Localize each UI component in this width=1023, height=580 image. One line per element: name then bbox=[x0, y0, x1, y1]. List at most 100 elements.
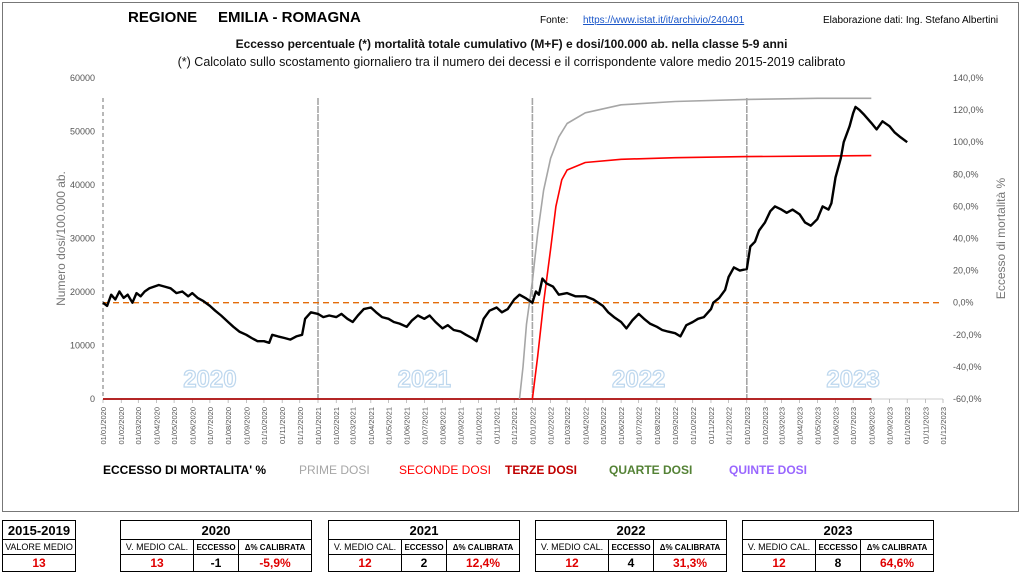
y-right-tick-label: 100,0% bbox=[953, 137, 984, 147]
y-left-tick-label: 60000 bbox=[70, 73, 95, 83]
x-tick-label: 01/11/2020 bbox=[278, 407, 287, 444]
series-line-2 bbox=[531, 154, 872, 400]
col-medio: V. MEDIO CAL. bbox=[742, 539, 816, 555]
x-tick-label: 01/08/2021 bbox=[439, 407, 448, 445]
x-tick-label: 01/02/2020 bbox=[117, 407, 126, 445]
cell-medio: 12 bbox=[742, 554, 816, 572]
x-tick-label: 01/05/2023 bbox=[813, 407, 822, 445]
x-tick-label: 01/09/2022 bbox=[671, 407, 680, 445]
y-right-tick-label: -60,0% bbox=[953, 394, 982, 404]
x-tick-label: 01/04/2023 bbox=[796, 407, 805, 445]
y-left-tick-label: 50000 bbox=[70, 127, 95, 137]
year-table-2022: 2022 V. MEDIO CAL. ECCESSO Δ% CALIBRATA … bbox=[535, 520, 727, 572]
legend-fourth-doses: QUARTE DOSI bbox=[609, 463, 693, 477]
x-tick-label: 01/09/2020 bbox=[242, 407, 251, 445]
legend-excess: ECCESSO DI MORTALITA' % bbox=[103, 463, 267, 477]
cell-eccesso: -1 bbox=[193, 554, 239, 572]
cell-pct: -5,9% bbox=[238, 554, 312, 572]
y-right-tick-label: 60,0% bbox=[953, 201, 979, 211]
col-eccesso: ECCESSO bbox=[815, 539, 861, 555]
y-left-tick-label: 40000 bbox=[70, 180, 95, 190]
x-tick-label: 01/04/2022 bbox=[581, 407, 590, 445]
cell-pct: 31,3% bbox=[653, 554, 727, 572]
y-left-tick-label: 0 bbox=[90, 394, 95, 404]
x-tick-label: 01/02/2023 bbox=[761, 407, 770, 445]
cell-medio: 12 bbox=[328, 554, 402, 572]
x-tick-label: 01/04/2021 bbox=[367, 407, 376, 445]
source-label: Fonte: bbox=[540, 15, 569, 26]
year-title: 2021 bbox=[328, 520, 520, 540]
col-medio: V. MEDIO CAL. bbox=[328, 539, 402, 555]
x-tick-label: 01/10/2020 bbox=[260, 407, 269, 445]
x-tick-label: 01/04/2020 bbox=[152, 407, 161, 445]
year-table-2021: 2021 V. MEDIO CAL. ECCESSO Δ% CALIBRATA … bbox=[328, 520, 520, 572]
year-label-2022: 2022 bbox=[612, 366, 665, 393]
year-label-2020: 2020 bbox=[183, 366, 236, 393]
y-right-tick-label: 40,0% bbox=[953, 234, 979, 244]
x-tick-label: 01/06/2021 bbox=[403, 407, 412, 445]
summary-tables: 2015-2019 VALORE MEDIO 13 2020 V. MEDIO … bbox=[0, 516, 1023, 580]
x-tick-label: 01/01/2020 bbox=[99, 407, 108, 445]
x-tick-label: 01/10/2021 bbox=[474, 407, 483, 445]
year-title: 2022 bbox=[535, 520, 727, 540]
x-tick-label: 01/11/2023 bbox=[921, 407, 930, 444]
x-tick-label: 01/06/2020 bbox=[188, 407, 197, 445]
chart-title: Eccesso percentuale (*) mortalità totale… bbox=[235, 37, 788, 51]
chart-frame: REGIONE EMILIA - ROMAGNA Fonte: https://… bbox=[2, 2, 1019, 512]
cell-pct: 64,6% bbox=[860, 554, 934, 572]
baseline-title: 2015-2019 bbox=[2, 520, 76, 540]
col-medio: V. MEDIO CAL. bbox=[120, 539, 194, 555]
series-line-0 bbox=[102, 105, 908, 344]
y-right-tick-label: -40,0% bbox=[953, 362, 982, 372]
x-tick-label: 01/01/2021 bbox=[314, 407, 323, 445]
year-label-2023: 2023 bbox=[826, 366, 879, 393]
x-tick-label: 01/12/2020 bbox=[296, 407, 305, 445]
source-link[interactable]: https://www.istat.it/it/archivio/240401 bbox=[583, 15, 745, 26]
y-left-tick-label: 20000 bbox=[70, 287, 95, 297]
y-right-tick-label: 140,0% bbox=[953, 73, 984, 83]
col-pct: Δ% CALIBRATA bbox=[446, 539, 520, 555]
x-tick-label: 01/07/2022 bbox=[635, 407, 644, 445]
cell-medio: 12 bbox=[535, 554, 609, 572]
x-tick-label: 01/03/2022 bbox=[563, 407, 572, 445]
x-tick-label: 01/08/2023 bbox=[867, 407, 876, 445]
x-tick-label: 01/01/2023 bbox=[743, 407, 752, 445]
col-pct: Δ% CALIBRATA bbox=[860, 539, 934, 555]
x-tick-label: 01/05/2020 bbox=[170, 407, 179, 445]
y-right-tick-label: -20,0% bbox=[953, 330, 982, 340]
baseline-sub-label: VALORE MEDIO bbox=[2, 539, 76, 555]
y-right-tick-label: 20,0% bbox=[953, 266, 979, 276]
x-tick-label: 01/02/2021 bbox=[332, 407, 341, 445]
col-medio: V. MEDIO CAL. bbox=[535, 539, 609, 555]
x-tick-label: 01/11/2022 bbox=[707, 407, 716, 444]
x-tick-label: 01/07/2023 bbox=[849, 407, 858, 445]
x-tick-label: 01/01/2022 bbox=[528, 407, 537, 445]
x-tick-label: 01/06/2022 bbox=[617, 407, 626, 445]
x-tick-label: 01/12/2023 bbox=[939, 407, 948, 445]
y-left-axis-title: Numero dosi/100.000 ab. bbox=[54, 171, 68, 306]
year-table-2023: 2023 V. MEDIO CAL. ECCESSO Δ% CALIBRATA … bbox=[742, 520, 934, 572]
x-tick-label: 01/12/2022 bbox=[725, 407, 734, 445]
x-tick-label: 01/05/2022 bbox=[599, 407, 608, 445]
x-tick-label: 01/11/2021 bbox=[493, 407, 502, 444]
year-title: 2023 bbox=[742, 520, 934, 540]
x-tick-label: 01/08/2020 bbox=[224, 407, 233, 445]
year-table-2020: 2020 V. MEDIO CAL. ECCESSO Δ% CALIBRATA … bbox=[120, 520, 312, 572]
legend-first-doses: PRIME DOSI bbox=[299, 463, 370, 477]
x-tick-label: 01/07/2020 bbox=[206, 407, 215, 445]
x-tick-label: 01/03/2020 bbox=[134, 407, 143, 445]
cell-eccesso: 8 bbox=[815, 554, 861, 572]
cell-pct: 12,4% bbox=[446, 554, 520, 572]
col-eccesso: ECCESSO bbox=[401, 539, 447, 555]
x-tick-label: 01/09/2023 bbox=[886, 407, 895, 445]
legend-third-doses: TERZE DOSI bbox=[505, 463, 578, 477]
x-tick-label: 01/02/2022 bbox=[547, 407, 556, 445]
x-tick-label: 01/12/2021 bbox=[510, 407, 519, 445]
col-pct: Δ% CALIBRATA bbox=[653, 539, 727, 555]
year-title: 2020 bbox=[120, 520, 312, 540]
y-right-tick-label: 80,0% bbox=[953, 169, 979, 179]
x-tick-label: 01/07/2021 bbox=[420, 407, 429, 445]
legend: ECCESSO DI MORTALITA' % PRIME DOSI SECON… bbox=[3, 463, 1020, 479]
year-label-2021: 2021 bbox=[398, 366, 451, 393]
x-tick-label: 01/10/2022 bbox=[689, 407, 698, 445]
